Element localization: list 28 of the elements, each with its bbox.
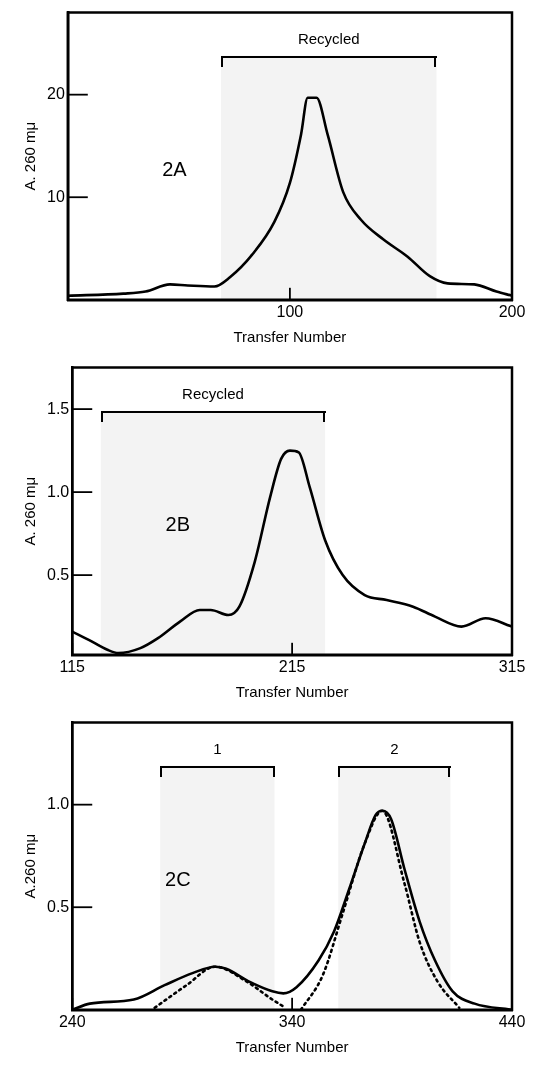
x-tick-label: 440 — [498, 1012, 526, 1030]
y-axis-title: A. 260 mμ — [21, 476, 39, 546]
x-tick-label: 340 — [278, 1012, 306, 1030]
y-axis-title: A.260 mμ — [21, 833, 39, 899]
band-label: Recycled — [182, 385, 244, 403]
band-label: 2 — [390, 740, 399, 758]
x-tick-label: 200 — [498, 302, 526, 320]
annotation: 2C — [164, 868, 191, 891]
annotation: 2A — [162, 158, 188, 181]
x-tick-label: 240 — [58, 1012, 86, 1030]
annotation: 2B — [165, 513, 191, 536]
y-axis-title: A. 260 mμ — [21, 121, 39, 191]
y-tick-label: 10 — [47, 187, 65, 205]
y-tick-label: 1.0 — [46, 795, 70, 813]
x-tick-label: 315 — [498, 657, 526, 675]
y-tick-label: 20 — [47, 85, 65, 103]
band-label: Recycled — [297, 30, 360, 48]
x-tick-label: 215 — [278, 657, 306, 675]
band-label: 1 — [213, 740, 222, 758]
y-tick-label: 1.5 — [46, 399, 70, 417]
x-axis-title: Transfer Number — [233, 328, 347, 346]
x-axis-title: Transfer Number — [235, 1038, 349, 1056]
y-tick-label: 0.5 — [46, 565, 70, 583]
y-tick-label: 1.0 — [46, 482, 70, 500]
x-axis-title: Transfer Number — [235, 683, 349, 701]
x-tick-label: 115 — [59, 657, 86, 675]
x-tick-label: 100 — [276, 302, 304, 320]
y-tick-label: 0.5 — [46, 897, 70, 915]
